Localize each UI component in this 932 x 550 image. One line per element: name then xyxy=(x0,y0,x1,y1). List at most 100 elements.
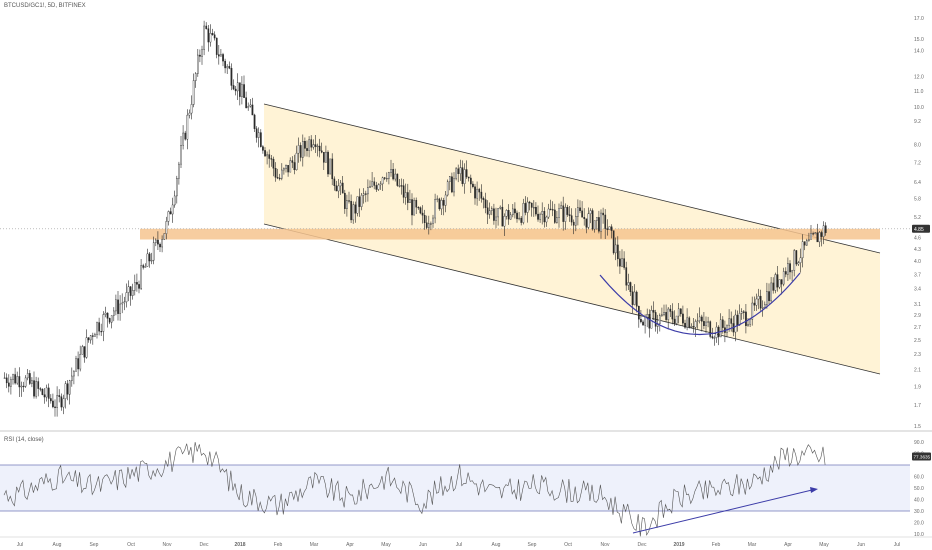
candle xyxy=(635,290,638,313)
candle xyxy=(26,368,29,381)
candle xyxy=(776,266,779,292)
rsi-tick-label: 20.0 xyxy=(914,521,924,527)
candle xyxy=(390,159,392,177)
candle xyxy=(413,197,415,216)
candle xyxy=(138,280,140,294)
candle xyxy=(304,137,306,157)
candle xyxy=(591,208,594,231)
channel-lower-line xyxy=(263,223,881,375)
candle xyxy=(482,196,485,209)
candle xyxy=(257,127,260,148)
candle xyxy=(117,290,119,321)
candle xyxy=(522,198,525,225)
candle xyxy=(62,394,65,415)
candle xyxy=(579,200,581,214)
candle xyxy=(87,337,90,343)
candle xyxy=(362,188,365,204)
candle xyxy=(85,329,88,359)
candle xyxy=(222,52,224,67)
candle xyxy=(369,180,371,189)
candle xyxy=(419,206,422,215)
candle xyxy=(650,305,653,329)
candle xyxy=(110,315,113,329)
candle xyxy=(453,172,455,197)
candle xyxy=(575,208,577,232)
candle xyxy=(310,135,313,152)
candle xyxy=(617,236,619,267)
candle xyxy=(346,194,348,217)
candle xyxy=(556,210,558,224)
candle xyxy=(766,282,768,309)
candle xyxy=(188,109,191,119)
x-tick-label: 2019 xyxy=(673,542,684,548)
support-band-rect xyxy=(140,228,880,240)
candle xyxy=(373,177,376,190)
candle xyxy=(337,178,340,199)
candle xyxy=(470,174,472,193)
candle xyxy=(446,179,449,197)
x-tick-label: Apr xyxy=(784,542,792,548)
candle xyxy=(64,380,67,409)
candle xyxy=(281,163,283,181)
candle xyxy=(602,207,604,224)
x-tick-label: Feb xyxy=(712,542,721,548)
candle xyxy=(698,307,701,324)
candle xyxy=(610,224,613,239)
candle xyxy=(409,189,411,203)
candle xyxy=(56,386,58,417)
candle xyxy=(142,263,145,270)
candle xyxy=(169,207,172,215)
candle xyxy=(371,171,373,188)
candle xyxy=(593,220,596,233)
candle xyxy=(268,149,271,168)
price-tick-label: 1.5 xyxy=(914,424,921,430)
candle xyxy=(115,294,117,316)
candle xyxy=(251,97,254,116)
candle xyxy=(507,204,510,225)
candle xyxy=(514,202,516,219)
candle xyxy=(112,307,115,322)
candle xyxy=(493,203,495,225)
candle xyxy=(100,323,103,337)
candle xyxy=(20,381,23,397)
candle xyxy=(564,203,567,230)
candle xyxy=(140,258,142,290)
candle xyxy=(52,393,54,409)
candle xyxy=(157,231,159,250)
candle xyxy=(249,99,252,108)
candle xyxy=(272,156,275,177)
candle xyxy=(398,179,401,188)
candle xyxy=(247,102,250,111)
x-tick-label: Nov xyxy=(601,542,610,548)
candle xyxy=(719,313,722,338)
candle xyxy=(757,288,760,310)
candle xyxy=(75,355,77,372)
candle xyxy=(102,311,105,342)
candle xyxy=(457,164,460,183)
rsi-line xyxy=(3,442,826,537)
candle xyxy=(455,167,457,181)
candle xyxy=(530,202,533,217)
candle xyxy=(780,279,783,295)
candle xyxy=(209,24,212,47)
candle xyxy=(196,49,199,77)
candle xyxy=(91,332,94,345)
candle xyxy=(274,162,277,182)
price-tick-label: 4.3 xyxy=(914,247,921,253)
candles xyxy=(3,20,827,417)
candle xyxy=(740,308,743,320)
candle xyxy=(306,140,308,157)
candle xyxy=(577,199,579,226)
candle xyxy=(768,283,770,305)
price-tick-label: 15.0 xyxy=(914,37,924,43)
candle xyxy=(234,86,237,96)
candle xyxy=(327,150,329,178)
candle xyxy=(5,373,8,389)
symbol-title: BTCUSD/GC1!, 5D, BITFINEX xyxy=(4,3,86,9)
candle xyxy=(262,145,264,154)
candle xyxy=(461,160,464,187)
candle xyxy=(673,310,676,327)
candle xyxy=(541,202,544,225)
candle xyxy=(260,129,262,148)
candle xyxy=(73,370,75,385)
